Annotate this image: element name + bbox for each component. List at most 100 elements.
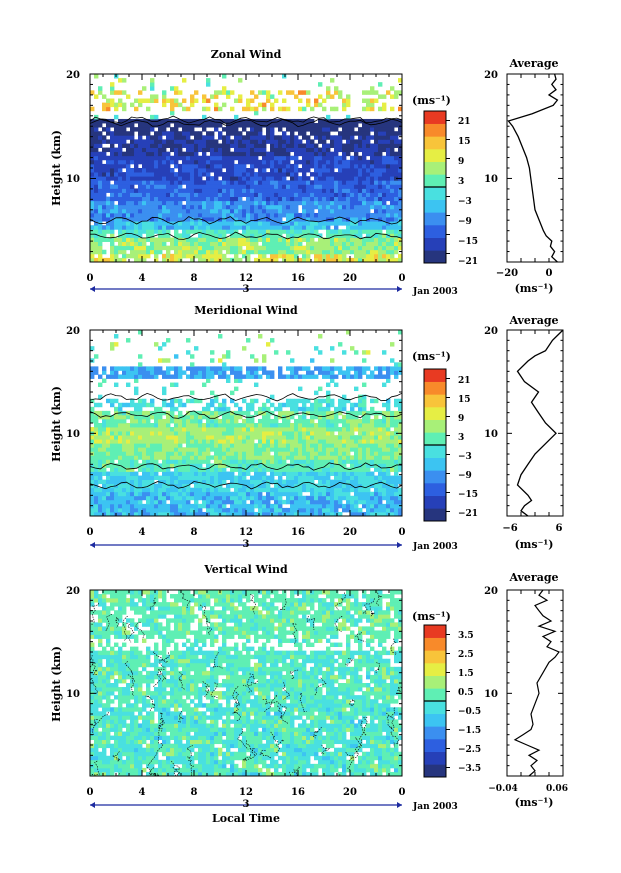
heatmap-cell [90,475,95,481]
heatmap-cell [218,495,223,501]
heatmap-cell [314,503,319,509]
heatmap-cell [334,135,339,140]
heatmap-cell [162,455,167,460]
heatmap-cell [106,410,111,416]
heatmap-cell [394,118,399,124]
heatmap-cell [290,402,295,408]
heatmap-cell [134,229,139,234]
heatmap-cell [246,118,251,124]
heatmap-cell [266,221,271,226]
heatmap-cell [258,475,263,481]
heatmap-cell [330,443,335,448]
heatmap-cell [398,229,402,234]
heatmap-cell [330,431,335,436]
heatmap-cell [238,208,243,214]
heatmap-cell [342,241,347,247]
heatmap-cell [246,495,251,501]
heatmap-cell [194,249,199,255]
heatmap-cell [330,414,335,420]
heatmap-cell [130,463,135,468]
heatmap-cell [282,131,287,136]
heatmap-cell [314,196,319,202]
heatmap-cell [382,471,387,476]
heatmap-cell [286,208,291,214]
heatmap-cell [354,427,359,432]
heatmap-cell [386,479,391,485]
heatmap-cell [194,459,199,464]
heatmap-cell [210,217,215,222]
heatmap-cell [122,439,127,444]
heatmap-cell [186,495,191,501]
heatmap-cell [290,200,295,206]
heatmap-cell [102,180,107,185]
heatmap-cell [130,253,135,259]
heatmap-cell [158,229,163,234]
heatmap-cell [298,143,303,148]
heatmap-cell [378,487,383,493]
heatmap-cell [234,155,239,161]
heatmap-cell [358,427,363,432]
heatmap-cell [118,143,123,148]
heatmap-cell [238,507,243,513]
heatmap-cell [302,443,307,448]
heatmap-cell [130,188,135,193]
heatmap-cell [222,245,227,251]
heatmap-cell [362,463,367,468]
heatmap-cell [342,176,347,181]
heatmap-cell [274,196,279,202]
heatmap-cell [238,483,243,489]
heatmap-cell [342,155,347,161]
heatmap-cell [198,196,203,202]
heatmap-cell [170,245,175,251]
heatmap-cell [370,143,375,148]
heatmap-cell [334,184,339,189]
heatmap-cell [310,151,315,157]
heatmap-cell [102,439,107,444]
heatmap-cell [382,139,387,144]
heatmap-cell [366,90,371,95]
heatmap-cell [322,192,327,198]
heatmap-cell [250,176,255,181]
heatmap-cell [198,471,203,476]
profile-x-tick-label: −20 [496,268,518,279]
heatmap-cell [110,414,115,420]
heatmap-cell [342,507,347,513]
heatmap-cell [262,147,267,153]
heatmap-cell [210,418,215,424]
heatmap-cell [230,451,235,456]
heatmap-cell [362,159,367,165]
heatmap-cell [162,443,167,448]
heatmap-cell [354,463,359,468]
heatmap-cell [102,196,107,202]
heatmap-cell [230,168,235,173]
heatmap-cell [302,418,307,424]
heatmap-cell [114,406,119,412]
heatmap-cell [398,499,402,505]
heatmap-cell [98,204,103,210]
heatmap-cell [262,208,267,214]
heatmap-cell [126,176,131,181]
heatmap-cell [114,418,119,424]
heatmap-cell [298,503,303,509]
heatmap-cell [206,418,211,424]
heatmap-cell [246,479,251,485]
heatmap-cell [346,131,351,136]
heatmap-cell [286,135,291,140]
heatmap-cell [270,147,275,153]
heatmap-cell [362,467,367,472]
heatmap-cell [210,208,215,214]
heatmap-cell [350,172,355,177]
heatmap-cell [238,467,243,472]
heatmap-cell [170,439,175,444]
heatmap-cell [106,483,111,489]
heatmap-cell [146,139,151,144]
heatmap-cell [130,233,135,238]
heatmap-cell [382,435,387,440]
heatmap-cell [238,217,243,222]
heatmap-cell [234,507,239,513]
heatmap-cell [234,118,239,124]
heatmap-cell [106,398,111,404]
heatmap-cell [270,423,275,428]
heatmap-cell [338,427,343,432]
heatmap-cell [338,418,343,424]
